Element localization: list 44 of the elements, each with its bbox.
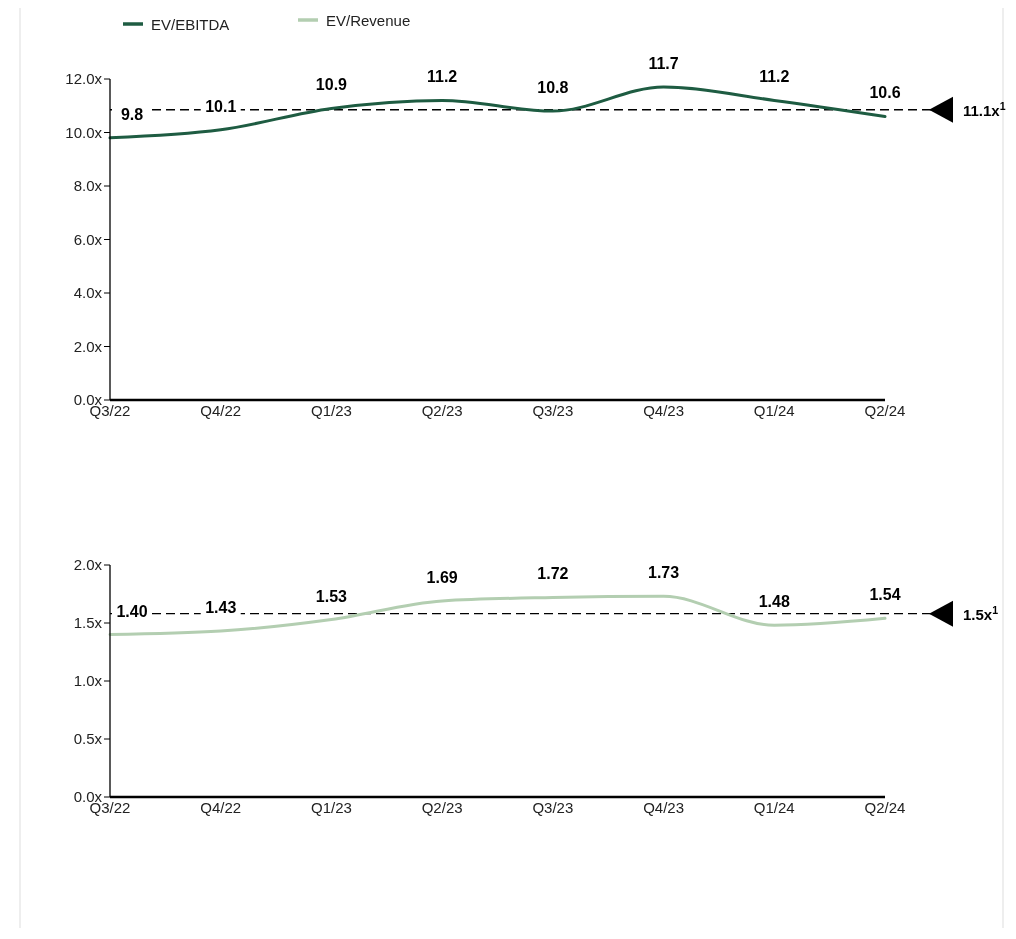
x-tick-label: Q4/22 <box>200 402 242 419</box>
data-label: 10.9 <box>315 76 348 94</box>
x-tick-label: Q1/23 <box>310 799 352 816</box>
y-tick-label: 8.0x <box>73 177 103 194</box>
data-label: 1.40 <box>116 602 148 620</box>
y-tick-label: 2.0x <box>73 556 103 573</box>
x-tick-label: Q2/24 <box>864 799 906 816</box>
x-tick-label: Q2/23 <box>421 799 463 816</box>
y-tick-label: 1.5x <box>73 614 103 631</box>
data-label: 11.7 <box>648 55 679 73</box>
y-tick-label: 12.0x <box>65 70 103 87</box>
y-tick-label: 4.0x <box>73 284 103 301</box>
data-label: 1.48 <box>758 593 790 611</box>
data-label: 10.6 <box>869 84 901 102</box>
x-tick-label: Q4/22 <box>200 799 242 816</box>
y-tick-label: 6.0x <box>73 230 103 248</box>
data-label: 1.69 <box>426 568 458 586</box>
data-label: 9.8 <box>120 105 144 123</box>
data-label: 10.1 <box>205 97 237 115</box>
data-label: 1.73 <box>648 564 680 582</box>
x-tick-label: Q4/23 <box>643 402 685 419</box>
x-tick-label: Q2/24 <box>864 402 906 419</box>
data-label: 11.2 <box>759 68 790 86</box>
data-label: 1.53 <box>315 587 348 605</box>
data-label: 1.72 <box>537 565 569 583</box>
data-label: 1.54 <box>869 586 901 604</box>
y-tick-label: 0.5x <box>73 730 103 747</box>
y-tick-label: 1.0x <box>73 672 103 689</box>
x-tick-label: Q1/24 <box>753 799 795 816</box>
data-label: 11.2 <box>427 68 458 86</box>
legend-label: EV/EBITDA <box>151 16 230 33</box>
x-tick-label: Q1/24 <box>753 402 795 419</box>
y-tick-label: 2.0x <box>73 337 103 355</box>
x-tick-label: Q1/23 <box>310 402 352 419</box>
x-tick-label: Q4/23 <box>643 799 685 816</box>
x-tick-label: Q3/23 <box>532 799 574 816</box>
data-label: 10.8 <box>537 79 569 97</box>
ref-line-label: 1.5x$^{1}$ <box>963 603 999 623</box>
data-label: 1.43 <box>205 599 237 617</box>
y-tick-label: 10.0x <box>65 123 103 141</box>
ref-line-label: 11.1x$^{1}$ <box>963 99 1006 119</box>
legend-label: EV/Revenue <box>326 12 411 29</box>
x-tick-label: Q3/23 <box>532 402 574 419</box>
x-tick-label: Q2/23 <box>421 402 463 419</box>
